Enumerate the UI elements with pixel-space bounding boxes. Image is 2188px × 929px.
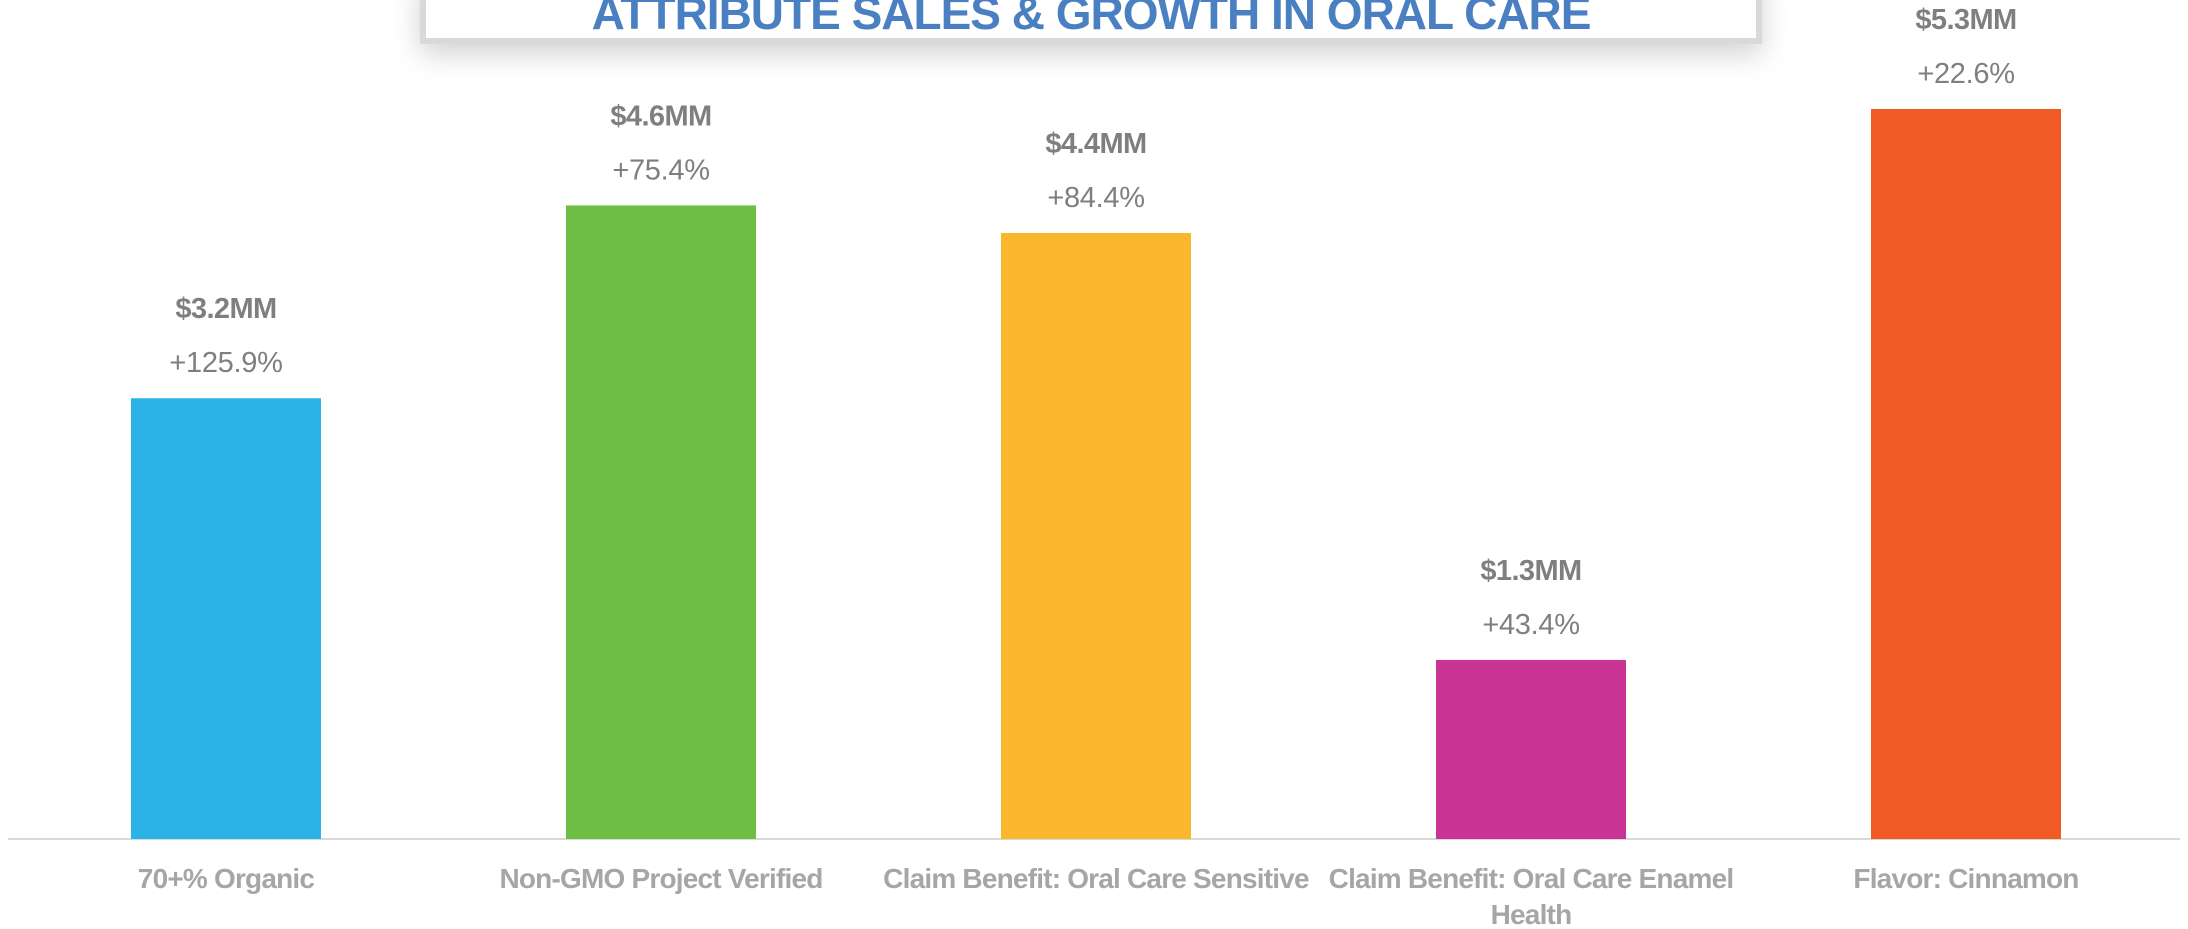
category-label: Claim Benefit: Oral Care Sensitive	[883, 863, 1309, 894]
bar	[1871, 109, 2061, 839]
bar	[566, 205, 756, 839]
labels-group: +125.9% $3.2MM 70+% Organic +75.4% $4.6MM Non…	[138, 4, 2080, 929]
category-label: Flavor: Cinnamon	[1853, 863, 2078, 894]
chart-title-box: ATTRIBUTE SALES & GROWTH IN ORAL CARE	[420, 0, 1762, 44]
growth-label: +125.9%	[169, 347, 282, 379]
bars-group	[131, 109, 2061, 839]
value-label: $1.3MM	[1480, 555, 1581, 587]
bar	[131, 398, 321, 839]
category-label: Non-GMO Project Verified	[499, 863, 822, 894]
chart-title: ATTRIBUTE SALES & GROWTH IN ORAL CARE	[591, 0, 1592, 39]
category-label: Health	[1491, 899, 1572, 929]
growth-label: +75.4%	[612, 154, 709, 186]
bar	[1436, 659, 1626, 839]
category-label: Claim Benefit: Oral Care Enamel	[1329, 863, 1734, 894]
growth-label: +84.4%	[1047, 182, 1144, 214]
value-label: $5.3MM	[1915, 4, 2016, 36]
growth-label: +43.4%	[1482, 609, 1579, 641]
bar	[1001, 232, 1191, 839]
value-label: $3.2MM	[175, 293, 276, 325]
growth-label: +22.6%	[1917, 58, 2014, 90]
value-label: $4.4MM	[1045, 128, 1146, 160]
category-label: 70+% Organic	[138, 863, 315, 894]
value-label: $4.6MM	[610, 100, 711, 132]
